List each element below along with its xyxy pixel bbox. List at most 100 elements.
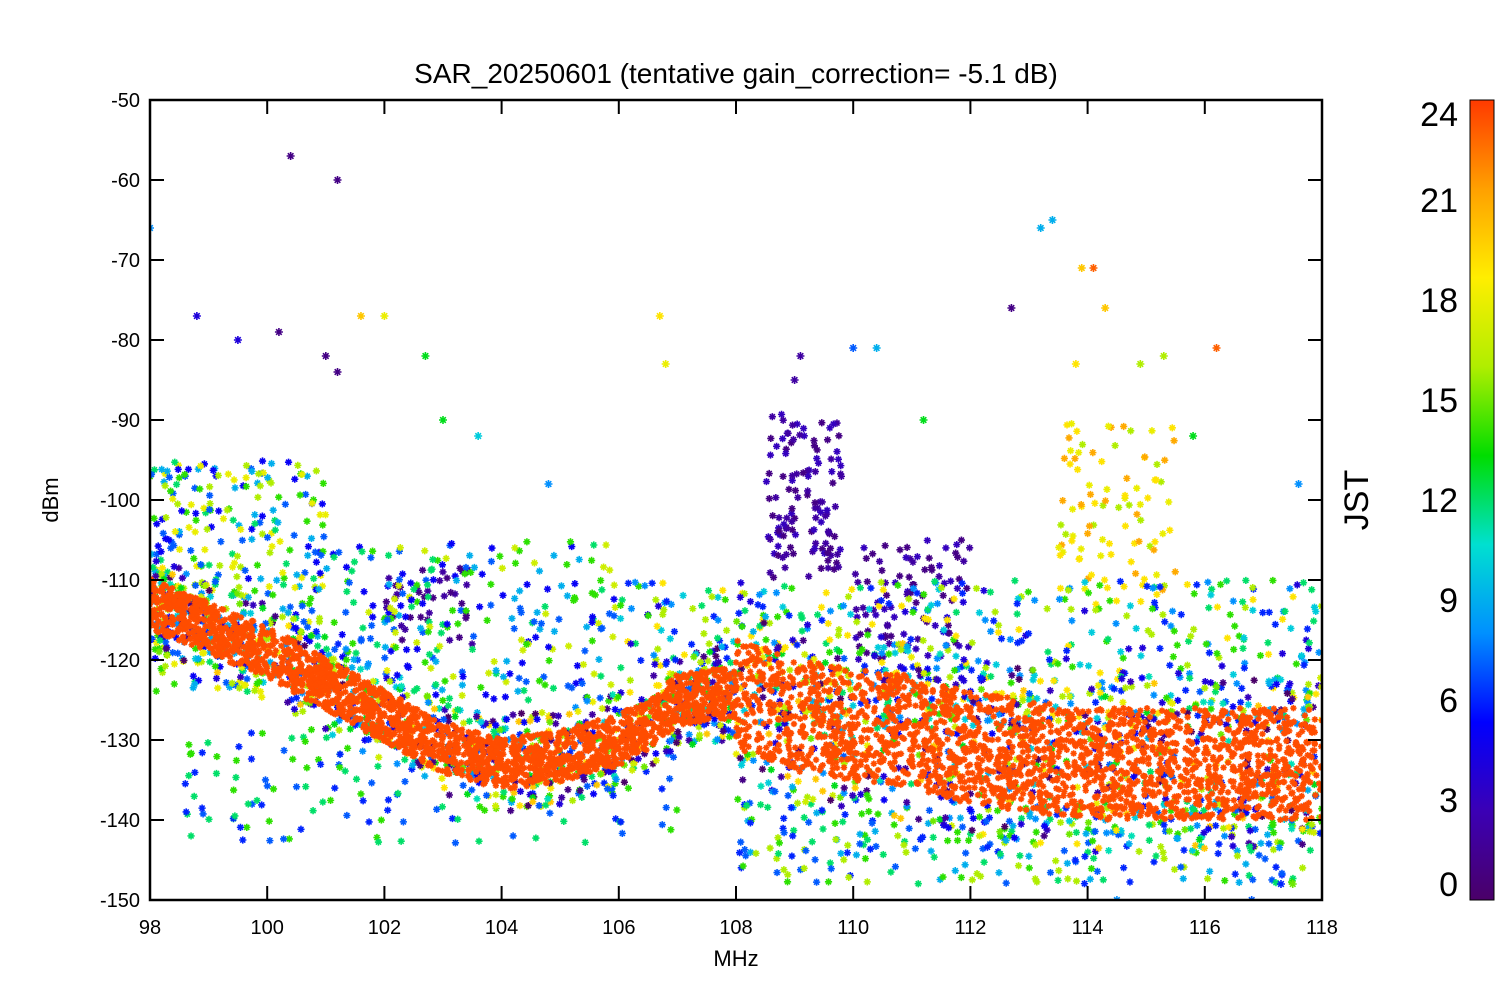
data-point bbox=[1027, 745, 1035, 753]
data-point bbox=[1072, 877, 1081, 885]
data-point bbox=[734, 637, 741, 645]
data-point bbox=[1304, 680, 1313, 688]
data-point bbox=[1213, 683, 1221, 691]
data-point bbox=[1205, 777, 1212, 785]
data-point bbox=[1212, 798, 1220, 806]
data-point bbox=[839, 730, 846, 737]
data-point bbox=[610, 581, 618, 589]
data-point bbox=[1207, 591, 1215, 599]
data-point bbox=[1055, 867, 1063, 875]
data-point bbox=[826, 859, 834, 867]
data-point bbox=[175, 637, 183, 644]
data-point bbox=[297, 825, 305, 833]
data-point bbox=[1304, 786, 1312, 794]
data-point bbox=[687, 669, 695, 677]
data-point bbox=[957, 536, 966, 544]
data-point bbox=[1081, 711, 1089, 720]
data-point bbox=[1239, 598, 1247, 606]
data-point bbox=[436, 577, 444, 585]
data-point bbox=[1125, 645, 1133, 653]
data-point bbox=[1249, 606, 1257, 614]
data-point bbox=[787, 804, 795, 812]
data-point bbox=[165, 473, 173, 481]
data-point bbox=[611, 603, 619, 611]
data-point bbox=[199, 810, 207, 818]
data-point bbox=[658, 785, 666, 793]
data-point bbox=[533, 756, 540, 764]
data-point bbox=[172, 620, 180, 628]
data-point bbox=[1157, 478, 1165, 486]
data-point bbox=[1160, 854, 1168, 863]
data-point bbox=[1243, 757, 1252, 765]
data-point bbox=[451, 839, 460, 847]
data-point bbox=[588, 618, 596, 626]
data-point bbox=[1016, 671, 1024, 680]
data-point bbox=[896, 572, 904, 580]
data-point bbox=[895, 764, 903, 772]
data-point bbox=[961, 778, 969, 786]
data-point bbox=[909, 663, 917, 671]
data-point bbox=[1026, 812, 1034, 821]
data-point bbox=[490, 695, 498, 703]
data-point bbox=[1245, 823, 1253, 831]
data-point bbox=[931, 709, 938, 716]
data-point bbox=[309, 496, 318, 504]
data-point bbox=[847, 671, 855, 678]
data-point bbox=[1303, 625, 1312, 633]
data-point bbox=[279, 605, 287, 613]
data-point bbox=[444, 765, 451, 773]
data-point bbox=[905, 595, 913, 603]
data-point bbox=[749, 627, 757, 636]
data-point bbox=[620, 709, 627, 716]
data-point bbox=[800, 733, 808, 741]
data-point bbox=[437, 629, 445, 637]
data-point bbox=[884, 742, 891, 750]
data-point bbox=[544, 772, 552, 779]
data-point bbox=[865, 807, 873, 816]
data-point bbox=[753, 655, 760, 662]
data-point bbox=[1171, 568, 1179, 576]
data-point bbox=[429, 654, 437, 662]
data-point bbox=[1121, 491, 1129, 500]
data-point bbox=[396, 733, 404, 740]
data-point bbox=[1090, 854, 1098, 862]
data-point bbox=[869, 550, 877, 558]
data-point bbox=[895, 698, 903, 705]
data-point bbox=[266, 619, 274, 627]
data-point bbox=[1272, 863, 1280, 871]
data-point bbox=[826, 636, 834, 644]
data-point bbox=[703, 730, 711, 738]
data-point bbox=[1055, 768, 1063, 777]
data-point bbox=[918, 833, 927, 841]
data-point bbox=[306, 699, 314, 707]
data-point bbox=[803, 621, 812, 629]
data-point bbox=[475, 779, 483, 787]
data-point bbox=[1094, 681, 1102, 690]
data-point bbox=[819, 825, 827, 833]
data-point bbox=[269, 672, 276, 679]
data-point bbox=[1193, 581, 1201, 589]
data-point bbox=[447, 588, 455, 597]
data-point bbox=[389, 724, 397, 732]
data-point bbox=[822, 679, 830, 686]
data-point bbox=[794, 777, 802, 786]
data-point bbox=[1027, 790, 1034, 798]
data-point bbox=[1002, 879, 1010, 887]
data-point bbox=[859, 604, 867, 612]
data-point bbox=[845, 873, 853, 881]
data-point bbox=[690, 737, 698, 745]
data-point bbox=[920, 590, 928, 599]
data-point bbox=[964, 706, 971, 713]
data-point bbox=[856, 830, 864, 838]
data-point bbox=[904, 672, 912, 680]
data-point bbox=[883, 714, 891, 722]
data-point bbox=[191, 528, 199, 536]
data-point bbox=[891, 751, 898, 759]
data-point bbox=[1095, 844, 1103, 852]
data-point bbox=[628, 756, 636, 764]
data-point bbox=[261, 659, 268, 666]
data-point bbox=[912, 702, 919, 709]
data-point bbox=[1101, 497, 1110, 505]
data-point bbox=[1040, 832, 1048, 840]
data-point bbox=[800, 813, 808, 822]
